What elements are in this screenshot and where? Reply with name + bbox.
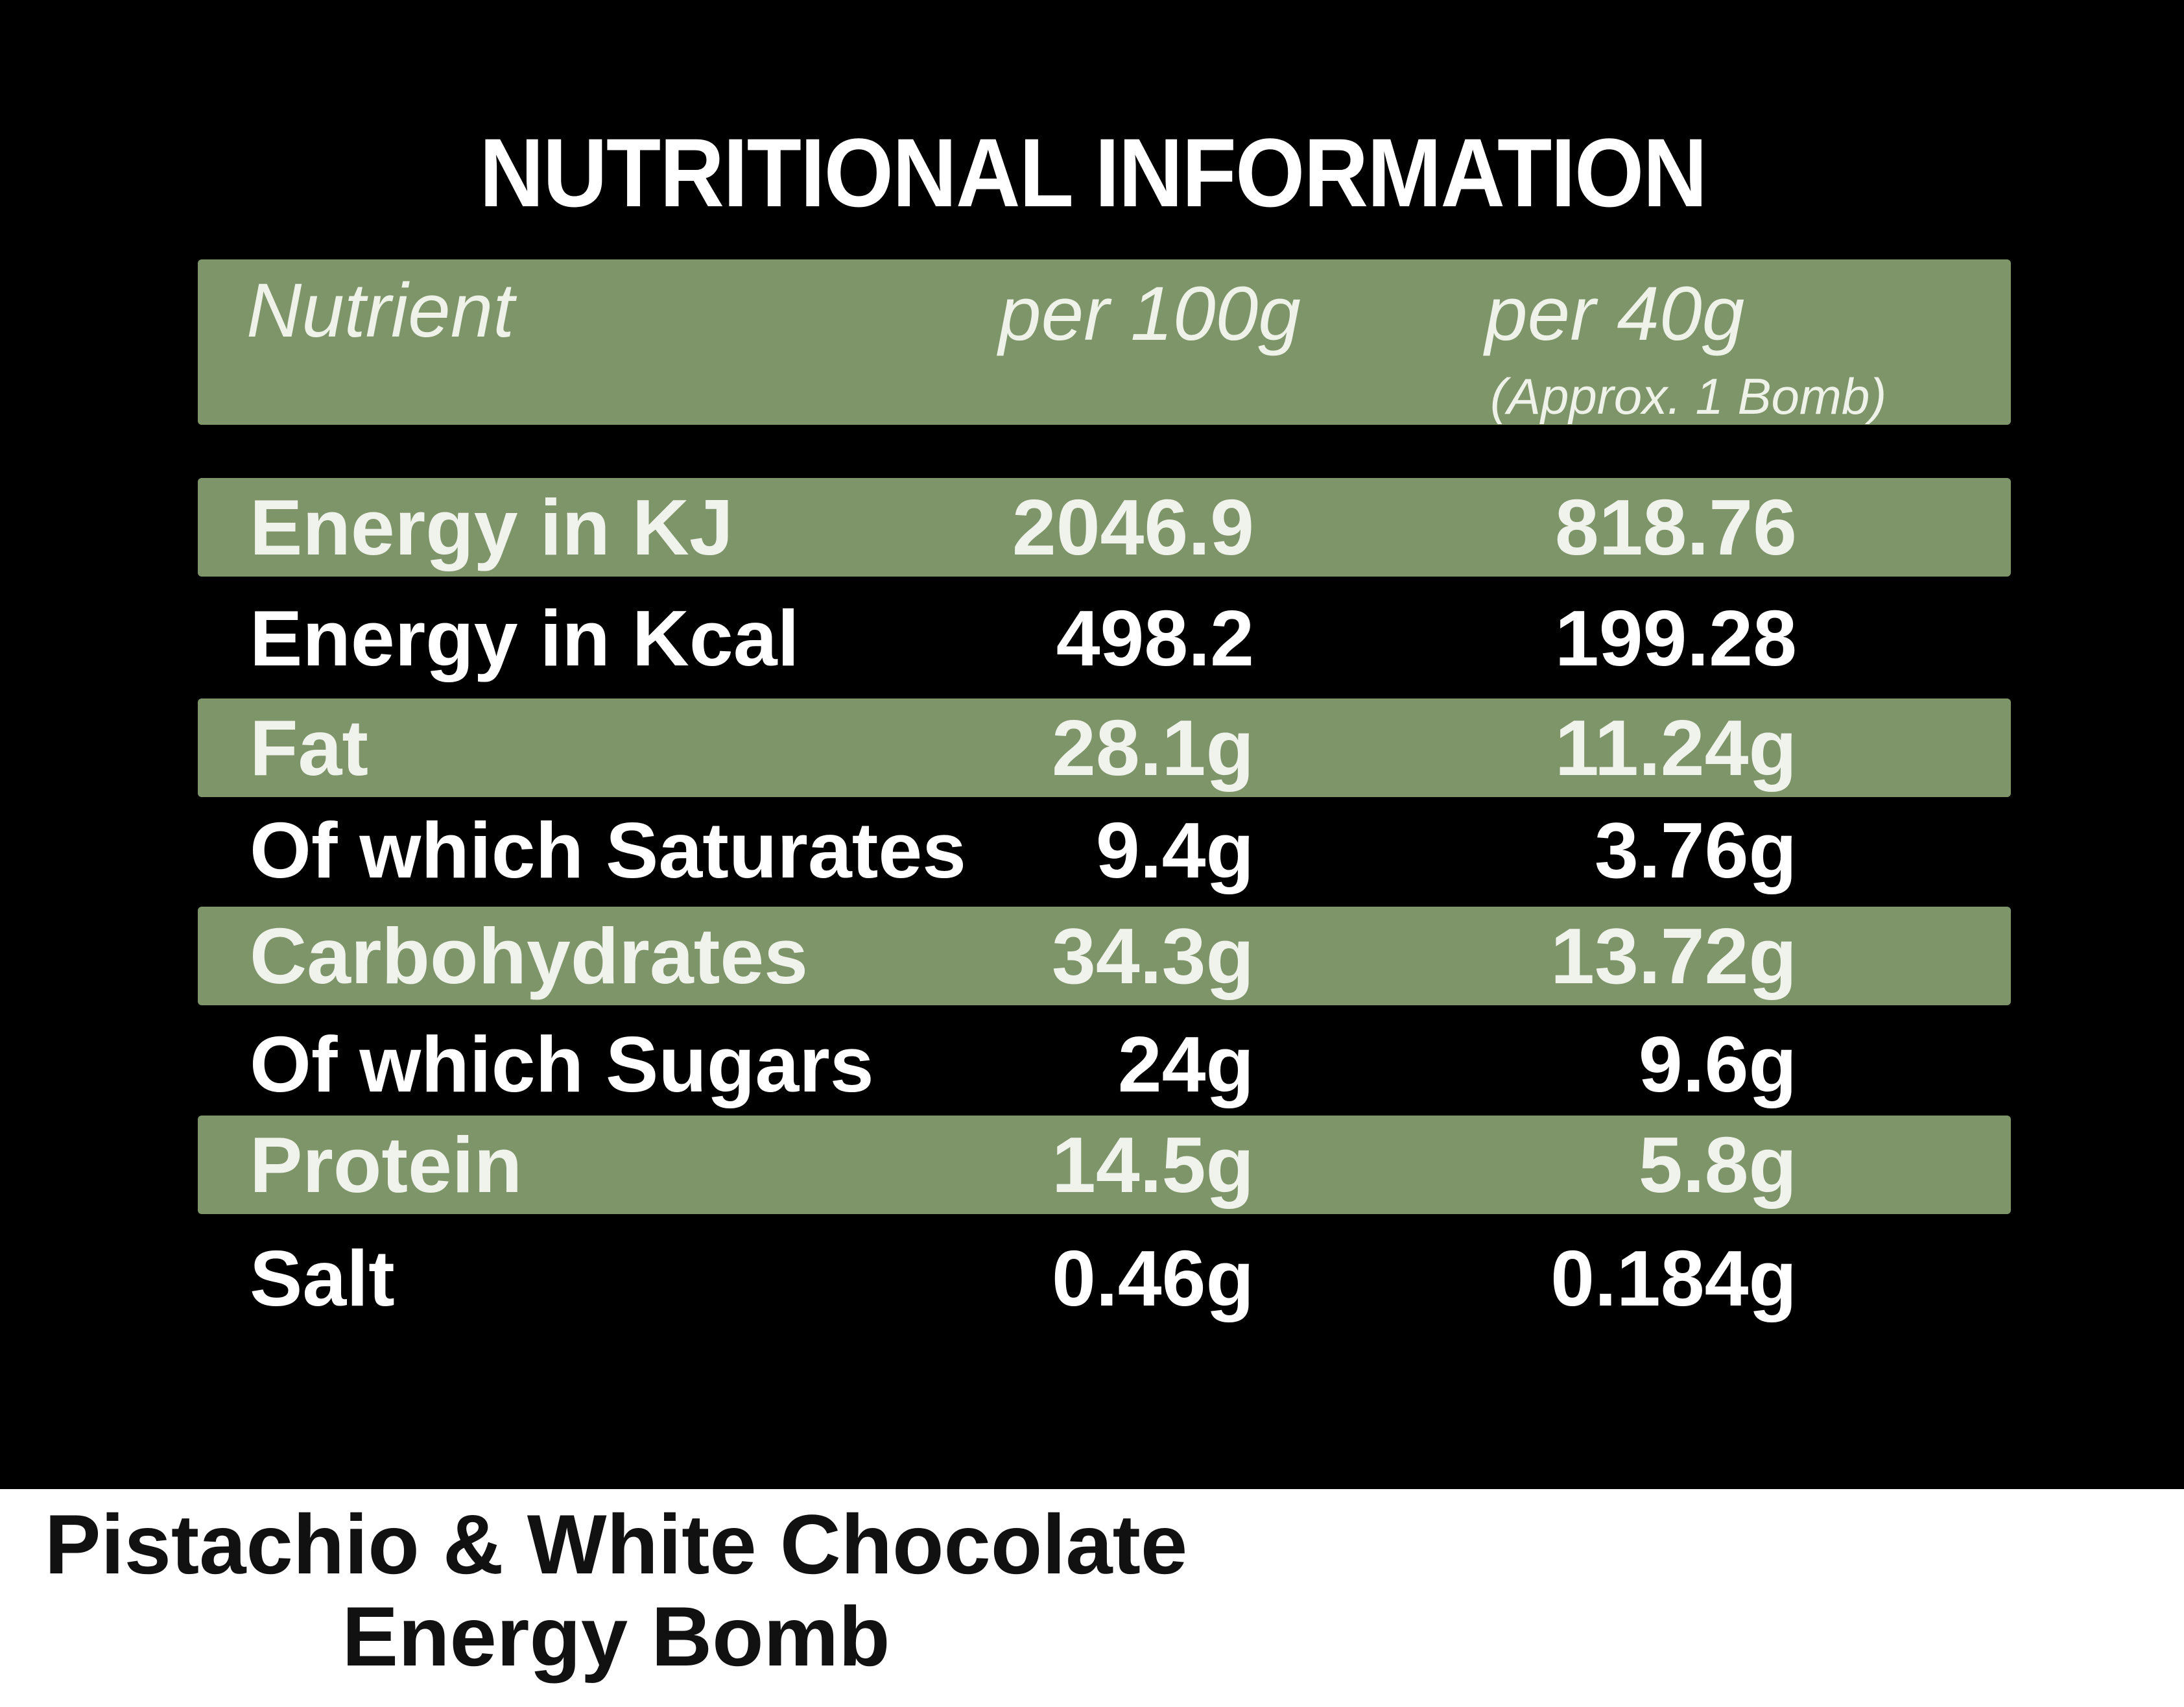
column-header-per-40g: per 40g: [1485, 271, 1745, 357]
nutrient-name: Energy in Kcal: [250, 594, 800, 682]
table-row: Of which Saturates 9.4g 3.76g: [198, 801, 2011, 900]
value-per-100g: 34.3g: [1052, 912, 1254, 1000]
value-per-100g: 498.2: [1056, 594, 1254, 682]
value-per-40g: 3.76g: [1595, 806, 1797, 894]
table-row: Salt 0.46g 0.184g: [198, 1229, 2011, 1328]
value-per-40g: 11.24g: [1554, 704, 1797, 792]
product-name-line-2: Energy Bomb: [342, 1589, 890, 1684]
value-per-100g: 2046.9: [1012, 483, 1254, 571]
value-per-100g: 28.1g: [1052, 704, 1254, 792]
nutrient-name: Fat: [250, 704, 368, 792]
table-row: Energy in Kcal 498.2 199.28: [198, 589, 2011, 687]
column-header-per-100g: per 100g: [999, 271, 1301, 357]
value-per-40g: 0.184g: [1550, 1234, 1797, 1322]
nutrient-name: Energy in KJ: [250, 483, 733, 571]
product-name-line-1: Pistachio & White Chocolate: [44, 1497, 1188, 1592]
value-per-40g: 13.72g: [1550, 912, 1797, 1000]
table-row: Of which Sugars 24g 9.6g: [198, 1015, 2011, 1114]
page-title: NUTRITIONAL INFORMATION: [479, 118, 1707, 227]
value-per-100g: 14.5g: [1052, 1121, 1254, 1209]
column-header-per-40g-note: (Approx. 1 Bomb): [1490, 368, 1887, 425]
value-per-40g: 818.76: [1554, 483, 1797, 571]
nutrient-name: Of which Saturates: [250, 806, 967, 894]
value-per-40g: 5.8g: [1638, 1121, 1797, 1209]
nutrient-name: Of which Sugars: [250, 1020, 874, 1108]
nutrient-name: Salt: [250, 1234, 395, 1322]
value-per-100g: 24g: [1117, 1020, 1254, 1108]
nutrient-name: Protein: [250, 1121, 523, 1209]
value-per-40g: 199.28: [1554, 594, 1797, 682]
product-name: Pistachio & White Chocolate Energy Bomb: [0, 1498, 1232, 1682]
table-row: Protein 14.5g 5.8g: [198, 1116, 2011, 1214]
nutrient-name: Carbohydrates: [250, 912, 809, 1000]
value-per-100g: 0.46g: [1052, 1234, 1254, 1322]
value-per-40g: 9.6g: [1638, 1020, 1797, 1108]
column-header-nutrient: Nutrient: [246, 268, 515, 353]
table-row: Fat 28.1g 11.24g: [198, 698, 2011, 797]
value-per-100g: 9.4g: [1095, 806, 1254, 894]
table-row: Energy in KJ 2046.9 818.76: [198, 478, 2011, 577]
table-header-band: [198, 259, 2011, 425]
table-row: Carbohydrates 34.3g 13.72g: [198, 907, 2011, 1005]
